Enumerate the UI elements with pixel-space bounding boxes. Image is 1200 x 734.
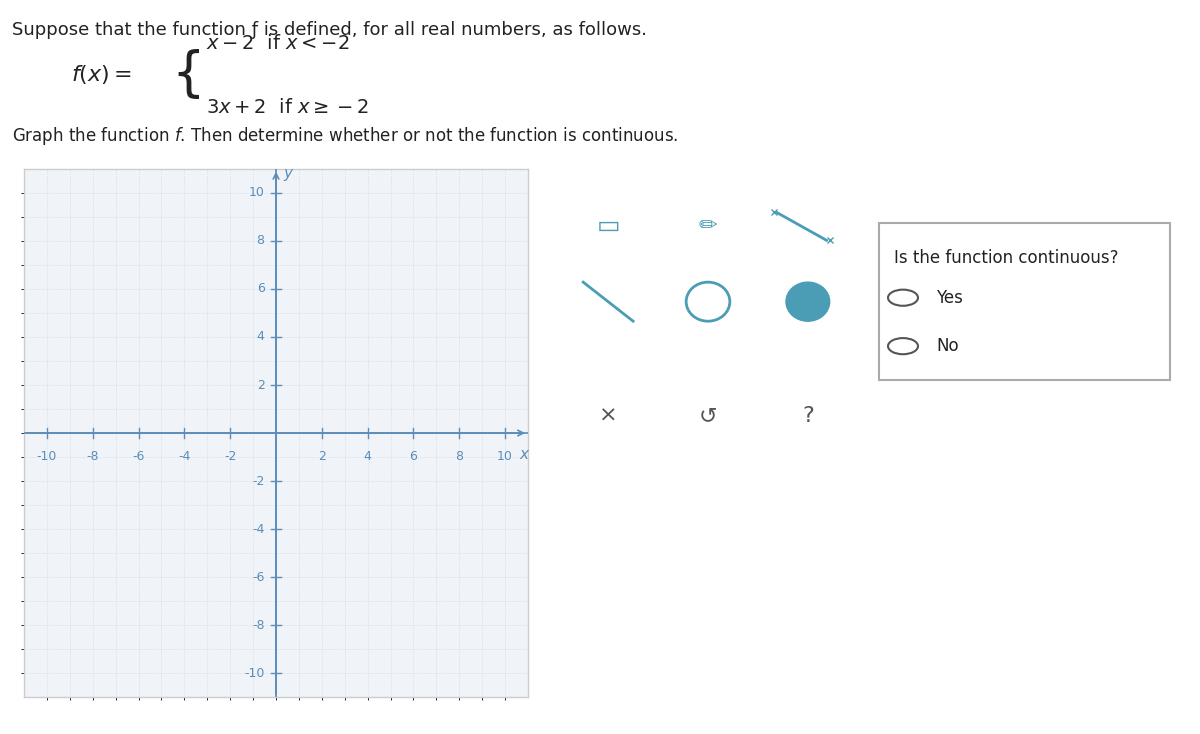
Text: -10: -10 — [244, 666, 264, 680]
FancyBboxPatch shape — [552, 377, 864, 455]
Text: x: x — [518, 447, 528, 462]
Text: Suppose that the function ƒ is defined, for all real numbers, as follows.: Suppose that the function ƒ is defined, … — [12, 21, 647, 40]
Text: 2: 2 — [318, 450, 325, 463]
Text: -10: -10 — [37, 450, 58, 463]
FancyBboxPatch shape — [878, 223, 1170, 380]
FancyBboxPatch shape — [548, 173, 868, 458]
Text: 6: 6 — [257, 283, 264, 295]
Text: -6: -6 — [252, 571, 264, 584]
Text: 8: 8 — [257, 234, 264, 247]
Text: 2: 2 — [257, 379, 264, 391]
Text: -4: -4 — [252, 523, 264, 536]
Text: -8: -8 — [252, 619, 264, 632]
Text: 10: 10 — [248, 186, 264, 200]
Text: ▭: ▭ — [596, 214, 620, 239]
Text: 10: 10 — [497, 450, 514, 463]
Text: 4: 4 — [364, 450, 372, 463]
Circle shape — [786, 282, 829, 321]
Text: Graph the function $f$. Then determine whether or not the function is continuous: Graph the function $f$. Then determine w… — [12, 125, 678, 147]
Text: 4: 4 — [257, 330, 264, 344]
Text: $\{$: $\{$ — [170, 47, 199, 101]
Text: -2: -2 — [252, 475, 264, 487]
Text: ×: × — [599, 406, 618, 426]
Text: No: No — [936, 337, 959, 355]
Text: 6: 6 — [409, 450, 418, 463]
Text: Is the function continuous?: Is the function continuous? — [894, 250, 1118, 267]
Text: ↺: ↺ — [698, 406, 718, 426]
Text: ✏: ✏ — [698, 217, 718, 236]
Text: 8: 8 — [455, 450, 463, 463]
Text: -6: -6 — [132, 450, 145, 463]
Text: $x-2$  if $x < -2$: $x-2$ if $x < -2$ — [206, 34, 349, 54]
Text: -2: -2 — [224, 450, 236, 463]
Text: -8: -8 — [86, 450, 98, 463]
Text: Yes: Yes — [936, 288, 962, 307]
Text: $3x+2$  if $x \geq -2$: $3x+2$ if $x \geq -2$ — [206, 98, 368, 117]
Text: y: y — [283, 166, 292, 181]
Text: -4: -4 — [178, 450, 191, 463]
Text: ?: ? — [802, 406, 814, 426]
Text: $f(x)=$: $f(x)=$ — [71, 62, 132, 86]
